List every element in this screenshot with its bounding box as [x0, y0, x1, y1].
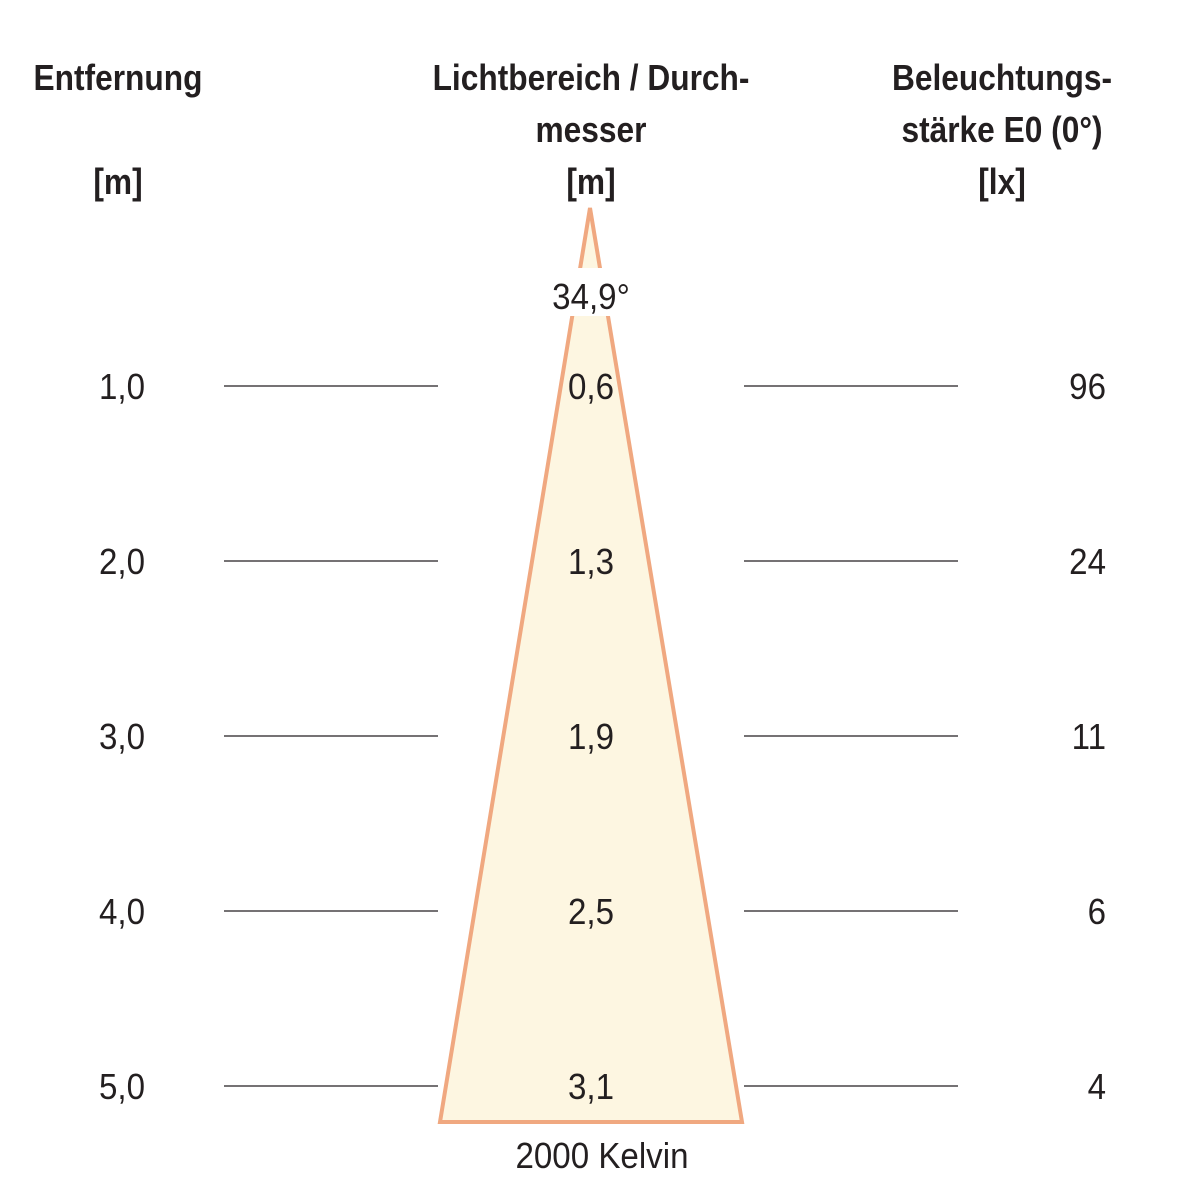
- diameter-value: 3,1: [568, 1068, 614, 1108]
- header-diameter-line1: Lichtbereich / Durch-: [432, 57, 750, 98]
- header-illuminance-line2: stärke E0 (0°): [901, 109, 1103, 150]
- header-illuminance: Beleuchtungs- stärke E0 (0°) [lx]: [870, 52, 1134, 208]
- header-distance: Entfernung [m]: [14, 52, 222, 208]
- header-distance-line1: Entfernung: [33, 57, 203, 98]
- rows: 1,0 0,6 96 2,0 1,3 24 3,0 1,9 11 4,0 2,5 6 5,0 3,1 4: [99, 368, 1106, 1108]
- illuminance-value: 4: [1088, 1068, 1106, 1108]
- distance-value: 3,0: [99, 718, 145, 758]
- header-distance-unit: [m]: [93, 161, 143, 202]
- header-illuminance-line1: Beleuchtungs-: [891, 57, 1112, 98]
- diameter-value: 1,9: [568, 718, 614, 758]
- header-diameter-line2: messer: [535, 109, 647, 150]
- header-diameter: Lichtbereich / Durch- messer [m]: [414, 52, 768, 208]
- beam-angle-label: 34,9°: [552, 278, 630, 318]
- distance-value: 5,0: [99, 1068, 145, 1108]
- diameter-value: 0,6: [568, 368, 614, 408]
- illuminance-value: 6: [1088, 893, 1106, 933]
- illuminance-value: 96: [1069, 368, 1106, 408]
- color-temperature-label: 2000 Kelvin: [515, 1137, 688, 1177]
- beam-angle-label-backdrop: [538, 268, 644, 316]
- header-illuminance-unit: [lx]: [978, 161, 1026, 202]
- distance-value: 4,0: [99, 893, 145, 933]
- diameter-value: 2,5: [568, 893, 614, 933]
- illuminance-value: 11: [1072, 718, 1106, 758]
- header-diameter-unit: [m]: [566, 161, 616, 202]
- light-cone: [437, 207, 745, 1124]
- diameter-value: 1,3: [568, 543, 614, 583]
- distance-value: 2,0: [99, 543, 145, 583]
- distance-value: 1,0: [99, 368, 145, 408]
- illuminance-value: 24: [1069, 543, 1106, 583]
